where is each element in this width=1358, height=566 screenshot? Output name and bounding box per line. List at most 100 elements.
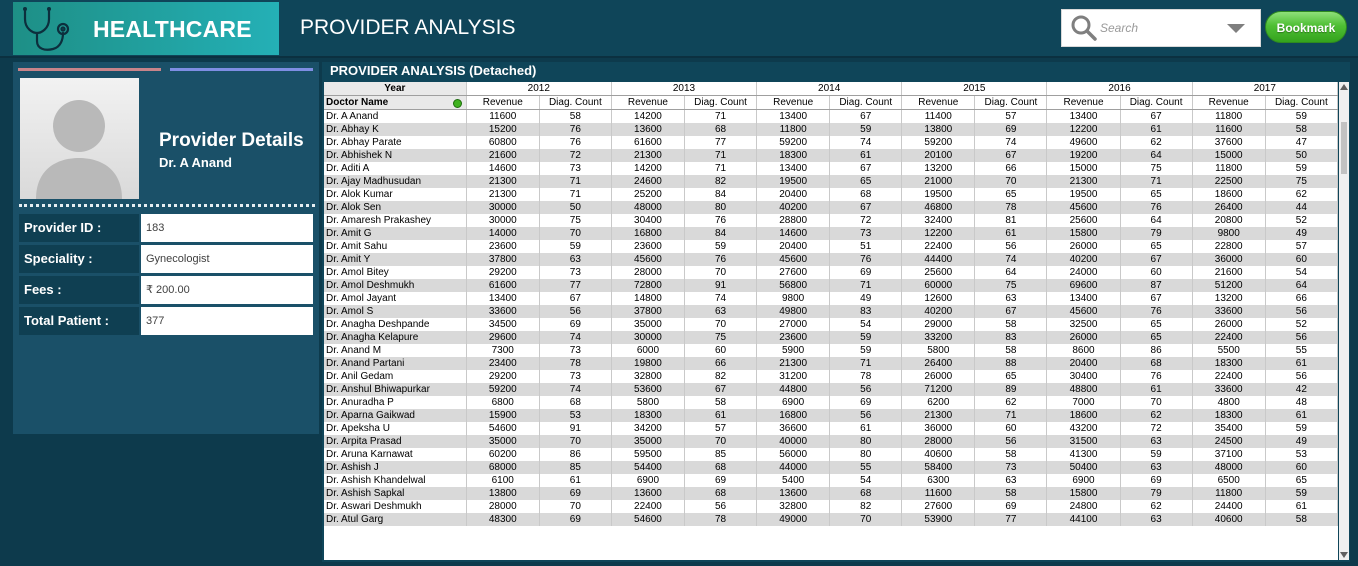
table-row[interactable]: Dr. Amol Deshmukh 61600 77 72800 91 56800 71 60… [324, 279, 1338, 292]
table-row[interactable]: Dr. Ashish Khandelwal 6100 61 6900 69 5400 54 6… [324, 474, 1338, 487]
table-row[interactable]: Dr. Anil Gedam 29200 73 32800 82 31200 78 26000… [324, 370, 1338, 383]
table-row[interactable]: Dr. Ashish Sapkal 13800 69 13600 68 13600 68 11… [324, 487, 1338, 500]
revenue-cell: 5800 [611, 396, 685, 409]
diag-count-cell: 81 [974, 214, 1048, 227]
diag-count-cell: 65 [974, 188, 1048, 201]
year-header[interactable]: 2014 [756, 82, 903, 96]
table-row[interactable]: Dr. Aditi A 14600 73 14200 71 13400 67 13200 66 1… [324, 162, 1338, 175]
diag-count-header[interactable]: Diag. Count [684, 95, 758, 110]
table-row[interactable]: Dr. Anuradha P 6800 68 5800 58 6900 69 6200 62 70… [324, 396, 1338, 409]
diag-count-cell: 61 [539, 474, 612, 487]
table-row[interactable]: Dr. Amol Bitey 29200 73 28000 70 27600 69 25600… [324, 266, 1338, 279]
diag-count-header[interactable]: Diag. Count [1120, 95, 1193, 110]
search-box[interactable] [1061, 9, 1261, 47]
diag-count-cell: 71 [684, 109, 758, 123]
table-row[interactable]: Dr. Amit Sahu 23600 59 23600 59 20400 51 22400 5… [324, 240, 1338, 253]
year-header[interactable]: 2016 [1046, 82, 1193, 96]
revenue-cell: 49600 [1046, 136, 1121, 149]
year-label[interactable]: Year [324, 82, 467, 96]
table-row[interactable]: Dr. Aruna Karnawat 60200 86 59500 85 56000 80 4… [324, 448, 1338, 461]
year-header[interactable]: 2015 [901, 82, 1048, 96]
search-input[interactable] [1100, 18, 1218, 38]
diag-count-header[interactable]: Diag. Count [974, 95, 1048, 110]
table-row[interactable]: Dr. Apeksha U 54600 91 34200 57 36600 61 36000 6… [324, 422, 1338, 435]
table-row[interactable]: Dr. Aparna Gaikwad 15900 53 18300 61 16800 56 2… [324, 409, 1338, 422]
revenue-cell: 5800 [901, 344, 976, 357]
table-row[interactable]: Dr. Abhishek N 21600 72 21300 71 18300 61 20100… [324, 149, 1338, 162]
table-row[interactable]: Dr. Aswari Deshmukh 28000 70 22400 56 32800 82… [324, 500, 1338, 513]
revenue-header[interactable]: Revenue [1192, 95, 1266, 110]
diag-count-cell: 77 [974, 513, 1048, 526]
doctor-name-cell: Dr. Ashish Khandelwal [324, 474, 467, 487]
doctor-name-header[interactable]: Doctor Name [324, 95, 467, 110]
diag-count-cell: 65 [1265, 474, 1338, 487]
revenue-header[interactable]: Revenue [611, 95, 685, 110]
diag-count-cell: 68 [829, 487, 903, 500]
diag-count-header[interactable]: Diag. Count [829, 95, 903, 110]
diag-count-cell: 76 [539, 123, 612, 136]
table-row[interactable]: Dr. Anagha Kelapure 29600 74 30000 75 23600 59… [324, 331, 1338, 344]
table-row[interactable]: Dr. Amol S 33600 56 37800 63 49800 83 40200 67 45… [324, 305, 1338, 318]
table-row[interactable]: Dr. Anshul Bhiwapurkar 59200 74 53600 67 4480… [324, 383, 1338, 396]
diag-count-cell: 65 [1120, 188, 1193, 201]
diag-count-header[interactable]: Diag. Count [1265, 95, 1338, 110]
revenue-cell: 36600 [756, 422, 831, 435]
year-header[interactable]: 2012 [466, 82, 612, 96]
revenue-cell: 11400 [901, 109, 976, 123]
revenue-header[interactable]: Revenue [1046, 95, 1121, 110]
table-row[interactable]: Dr. Anand Partani 23400 78 19800 66 21300 71 26… [324, 357, 1338, 370]
table-row[interactable]: Dr. Amit G 14000 70 16800 84 14600 73 12200 61 15… [324, 227, 1338, 240]
table-row[interactable]: Dr. Anand M 7300 73 6000 60 5900 59 5800 58 8600 8… [324, 344, 1338, 357]
doctor-name-cell: Dr. Alok Kumar [324, 188, 467, 201]
table-row[interactable]: Dr. Anagha Deshpande 34500 69 35000 70 27000 5… [324, 318, 1338, 331]
year-header[interactable]: 2013 [611, 82, 758, 96]
table-row[interactable]: Dr. Ajay Madhusudan 21300 71 24600 82 19500 65… [324, 175, 1338, 188]
revenue-cell: 6500 [1192, 474, 1266, 487]
diag-count-cell: 75 [1265, 175, 1338, 188]
doctor-name-cell: Dr. Ashish J [324, 461, 467, 474]
revenue-cell: 21300 [466, 188, 540, 201]
table-row[interactable]: Dr. Abhay K 15200 76 13600 68 11800 59 13800 69 1… [324, 123, 1338, 136]
revenue-cell: 37800 [466, 253, 540, 266]
table-row[interactable]: Dr. Amol Jayant 13400 67 14800 74 9800 49 12600… [324, 292, 1338, 305]
page-title: PROVIDER ANALYSIS [300, 16, 516, 39]
table-row[interactable]: Dr. Alok Kumar 21300 71 25200 84 20400 68 19500… [324, 188, 1338, 201]
diag-count-header[interactable]: Diag. Count [539, 95, 612, 110]
diag-count-cell: 86 [1120, 344, 1193, 357]
revenue-cell: 21300 [466, 175, 540, 188]
bookmark-button[interactable]: Bookmark [1265, 11, 1347, 43]
diag-count-cell: 64 [974, 266, 1048, 279]
diag-count-cell: 70 [539, 227, 612, 240]
filter-status-icon[interactable] [452, 99, 462, 108]
table-row[interactable]: Dr. Amaresh Prakashey 30000 75 30400 76 28800… [324, 214, 1338, 227]
table-row[interactable]: Dr. Alok Sen 30000 50 48000 80 40200 67 46800 78… [324, 201, 1338, 214]
accent-divider [18, 68, 161, 71]
diag-count-cell: 70 [974, 175, 1048, 188]
scroll-up-icon[interactable] [1340, 84, 1348, 90]
diag-count-cell: 70 [684, 318, 758, 331]
revenue-header[interactable]: Revenue [756, 95, 831, 110]
diag-count-cell: 61 [974, 227, 1048, 240]
scroll-down-icon[interactable] [1340, 552, 1348, 558]
revenue-header[interactable]: Revenue [901, 95, 976, 110]
diag-count-cell: 66 [974, 162, 1048, 175]
diag-count-cell: 65 [1120, 318, 1193, 331]
revenue-cell: 49000 [756, 513, 831, 526]
revenue-cell: 6900 [756, 396, 831, 409]
doctor-name-cell: Dr. Abhay K [324, 123, 467, 136]
revenue-cell: 18300 [1192, 357, 1266, 370]
table-row[interactable]: Dr. Amit Y 37800 63 45600 76 45600 76 44400 74 40… [324, 253, 1338, 266]
revenue-header[interactable]: Revenue [466, 95, 540, 110]
table-row[interactable]: Dr. Atul Garg 48300 69 54600 78 49000 70 53900 7… [324, 513, 1338, 526]
chevron-down-icon[interactable] [1227, 24, 1245, 33]
table-row[interactable]: Dr. A Anand 11600 58 14200 71 13400 67 11400 57 1… [324, 109, 1338, 123]
table-row[interactable]: Dr. Ashish J 68000 85 54400 68 44000 55 58400 73… [324, 461, 1338, 474]
table-row[interactable]: Dr. Arpita Prasad 35000 70 35000 70 40000 80 28… [324, 435, 1338, 448]
vertical-scrollbar[interactable] [1339, 82, 1349, 560]
scroll-thumb[interactable] [1341, 122, 1347, 174]
year-header[interactable]: 2017 [1192, 82, 1338, 96]
table-row[interactable]: Dr. Abhay Parate 60800 76 61600 77 59200 74 592… [324, 136, 1338, 149]
pivot-table[interactable]: Year 2012 2013 2014 2015 2016 2017 Docto… [324, 82, 1338, 560]
diag-count-cell: 78 [539, 357, 612, 370]
revenue-cell: 8600 [1046, 344, 1121, 357]
